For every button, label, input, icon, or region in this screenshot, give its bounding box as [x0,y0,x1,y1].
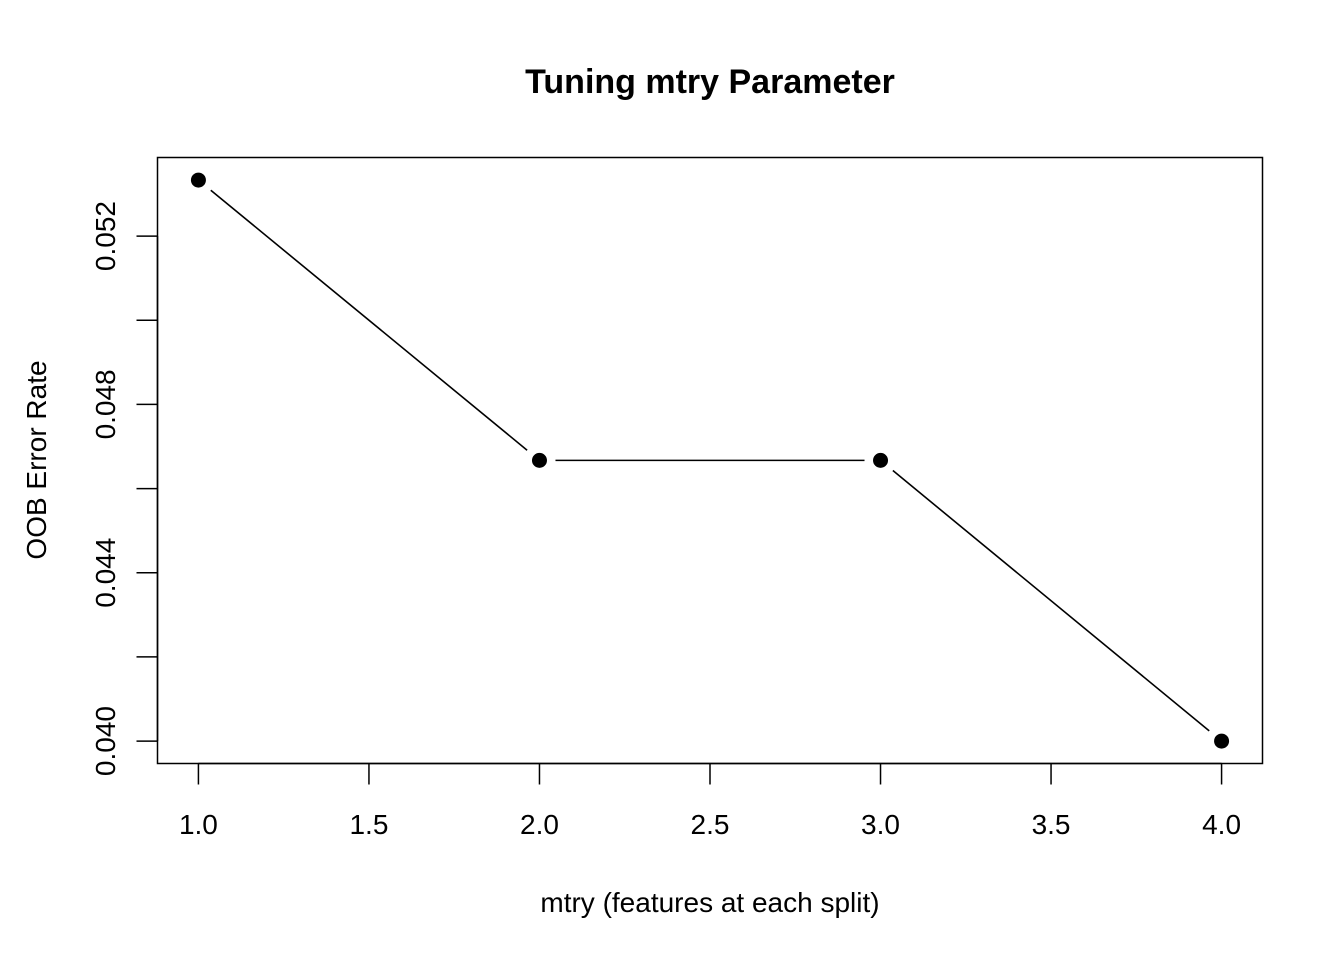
y-axis: 0.040 0.044 0.048 0.052 [90,201,159,776]
x-tick-label: 3.0 [861,809,900,840]
x-tick-label: 1.5 [349,809,388,840]
data-point [190,172,206,188]
x-axis-label: mtry (features at each split) [540,887,879,918]
chart-title: Tuning mtry Parameter [525,63,895,101]
x-tick-label: 4.0 [1202,809,1241,840]
series-points [190,172,1230,749]
y-axis-label: OOB Error Rate [21,360,52,559]
x-axis: 1.0 1.5 2.0 2.5 3.0 3.5 4.0 [179,762,1241,840]
series-line [210,189,1210,732]
data-point [531,452,547,468]
line-segment [210,189,528,451]
x-tick-label: 3.5 [1032,809,1071,840]
data-point [1214,733,1230,749]
data-point [873,452,889,468]
line-segment [892,469,1210,732]
x-tick-label: 2.5 [691,809,730,840]
y-tick-label: 0.052 [90,201,121,271]
x-tick-label: 1.0 [179,809,218,840]
y-tick-label: 0.048 [90,369,121,439]
y-tick-label: 0.040 [90,706,121,776]
x-tick-label: 2.0 [520,809,559,840]
y-tick-label: 0.044 [90,538,121,608]
